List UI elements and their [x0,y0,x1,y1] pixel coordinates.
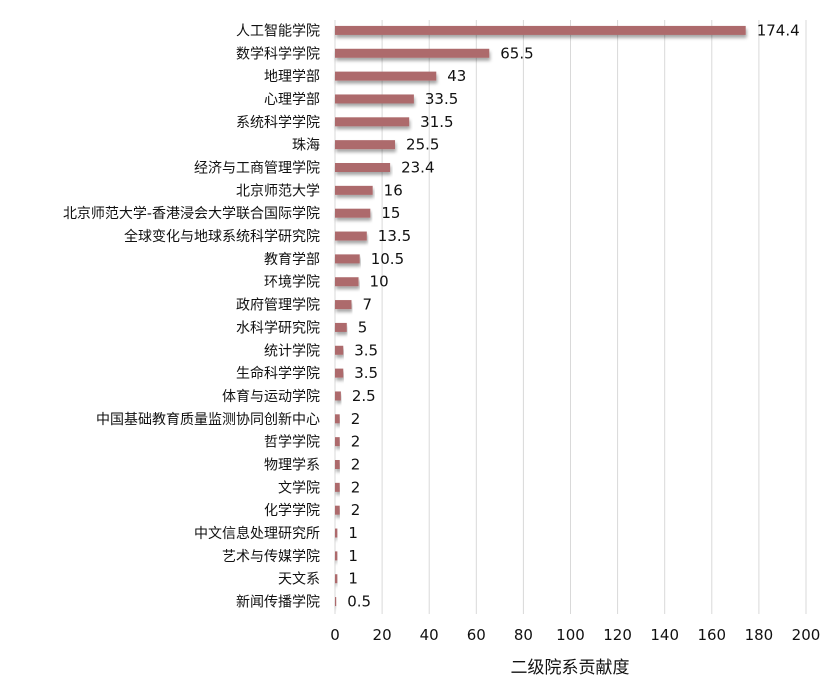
bar [335,414,340,424]
bar [335,231,367,241]
data-label: 23.4 [401,159,434,177]
x-tick-label: 140 [650,626,679,644]
category-label: 水科学研究院 [236,320,320,336]
category-label: 珠海 [292,138,320,154]
bar [335,574,338,584]
bar [335,185,373,195]
category-label: 经济与工商管理学院 [194,161,320,177]
data-label: 33.5 [425,90,458,108]
data-label: 25.5 [406,136,439,154]
bar [335,482,340,492]
bar [335,597,337,607]
x-tick-label: 100 [556,626,585,644]
category-label: 地理学部 [264,69,320,85]
bar [335,117,410,127]
bar [335,94,414,104]
category-label: 哲学学院 [264,435,320,451]
category-label: 北京师范大学 [236,182,320,199]
category-label: 心理学部 [264,92,320,108]
x-tick-label: 60 [467,626,486,644]
category-label: 文学院 [278,480,320,496]
bar [335,277,359,287]
category-label: 环境学院 [264,275,320,291]
category-label: 系统科学学院 [236,115,320,131]
category-label: 体育与运动学院 [222,389,320,405]
bar [335,391,341,401]
data-label: 2 [351,410,361,428]
bar [335,528,338,538]
data-label: 2 [351,433,361,451]
bar [335,300,352,310]
data-label: 0.5 [347,593,371,611]
data-label: 2 [351,501,361,519]
category-label: 政府管理学院 [236,298,320,314]
data-label: 65.5 [500,44,533,62]
category-label: 新闻传播学院 [236,595,320,611]
bar [335,460,340,469]
x-tick-label: 120 [603,626,632,644]
data-label: 3.5 [354,364,378,382]
bar [335,254,360,264]
bar [335,208,371,218]
data-label: 1 [348,570,358,588]
data-label: 10.5 [371,250,404,268]
x-tick-label: 160 [697,626,726,644]
x-tick-label: 180 [745,626,774,644]
data-label: 15 [381,204,400,222]
data-label: 2 [351,478,361,496]
data-label: 43 [447,67,466,85]
bar [335,25,746,35]
x-tick-label: 20 [373,626,392,644]
bar [335,437,340,447]
category-label: 数学科学学院 [236,46,320,62]
category-label: 天文系 [278,572,320,588]
category-label: 物理学系 [264,458,320,474]
data-label: 13.5 [378,227,411,245]
bar [335,368,344,378]
category-label: 北京师范大学-香港浸会大学联合国际学院 [63,205,320,222]
bar [335,48,490,58]
bar [335,322,347,332]
data-label: 16 [384,181,403,199]
category-label: 教育学部 [264,252,320,268]
data-label: 7 [362,296,372,314]
category-label: 化学学院 [264,503,320,519]
bar [335,345,344,355]
category-label: 中国基础教育质量监测协同创新中心 [96,411,320,428]
x-tick-label: 80 [514,626,533,644]
category-label: 中文信息处理研究所 [194,525,320,542]
data-label: 2 [351,456,361,474]
bar [335,163,391,172]
x-axis-title: 二级院系贡献度 [511,658,630,678]
data-label: 5 [358,318,368,336]
x-tick-label: 40 [420,626,439,644]
category-label: 全球变化与地球系统科学研究院 [124,228,320,245]
category-label: 生命科学学院 [236,365,320,382]
data-label: 1 [348,524,358,542]
data-label: 10 [370,273,389,291]
bar [335,551,338,561]
x-tick-label: 200 [792,626,821,644]
data-label: 174.4 [757,21,800,39]
data-label: 31.5 [420,113,453,131]
bar [335,140,396,150]
category-label: 人工智能学院 [236,23,320,39]
data-label: 1 [348,547,358,565]
data-label: 2.5 [352,387,376,405]
bar [335,71,437,81]
data-label: 3.5 [354,341,378,359]
category-label: 统计学院 [264,343,320,359]
bar [335,505,340,515]
category-label: 艺术与传媒学院 [222,549,320,565]
x-tick-label: 0 [330,626,340,644]
